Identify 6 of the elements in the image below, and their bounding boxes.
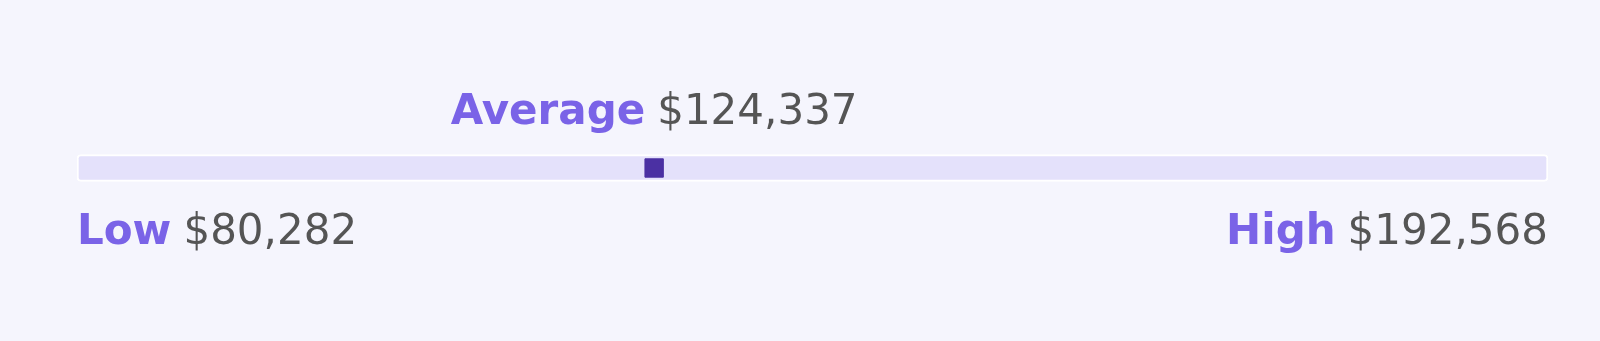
data-label: $124,337 xyxy=(657,85,858,134)
category-label: High xyxy=(1226,205,1336,254)
category-label: Low xyxy=(77,205,172,254)
data-label: $80,282 xyxy=(183,205,358,254)
category-label: Average xyxy=(450,85,646,134)
data-label: $192,568 xyxy=(1347,205,1548,254)
